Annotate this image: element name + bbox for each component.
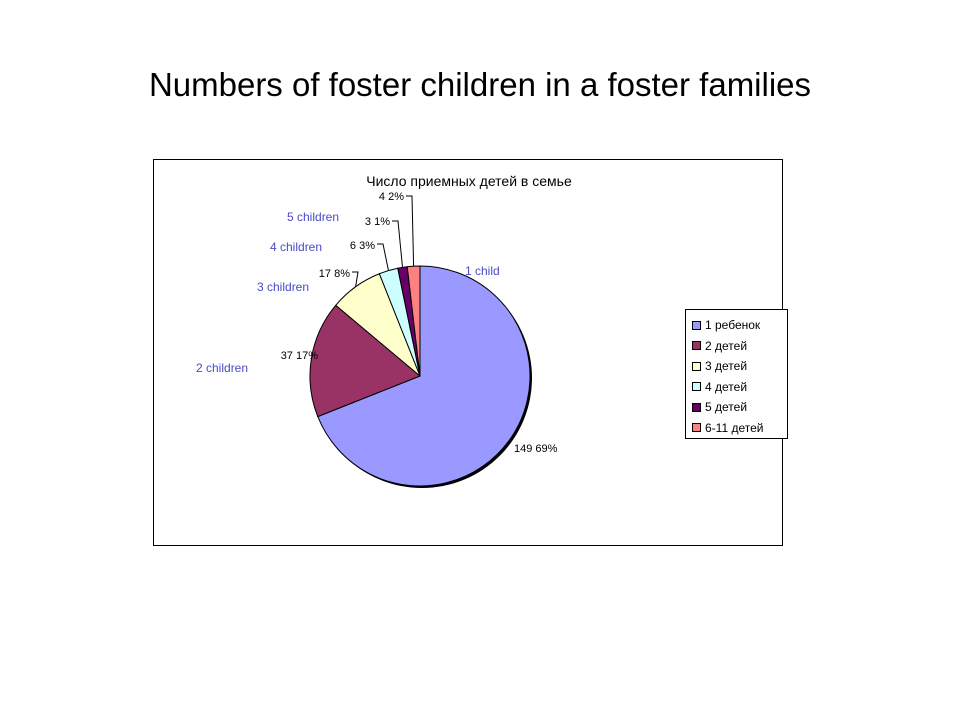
slide-title: Numbers of foster children in a foster f… [148,66,812,103]
annotation-3-children: 3 children [257,280,310,294]
legend-label: 3 детей [705,359,748,374]
annotation-2-children: 2 children [196,361,249,375]
annotation-4-children: 4 children [270,240,323,254]
pie-chart: 149 69% 37 17% 17 8% 6 3% 3 1% 4 2% [281,191,558,488]
legend-swatch [692,341,701,351]
legend-item-2: 2 детей [686,336,787,357]
legend-label: 6-11 детей [705,420,764,435]
legend-swatch [692,320,701,330]
leader-line-3 [352,271,359,287]
legend-item-5: 5 детей [686,397,787,418]
legend-swatch [692,402,701,412]
legend-label: 4 детей [705,379,748,394]
legend-swatch [692,382,701,392]
legend-item-1: 1 ребенок [686,315,787,336]
data-label-1: 149 69% [514,443,558,455]
leader-line-5 [392,220,403,268]
legend-item-6: 6-11 детей [686,418,787,439]
leader-line-6 [406,195,415,267]
legend-swatch [692,423,701,433]
annotation-1-child: 1 child [465,264,500,278]
legend-label: 1 ребенок [705,318,761,333]
legend-item-4: 4 детей [686,377,787,398]
chart-legend: 1 ребенок 2 детей 3 детей 4 детей 5 детей 6-1… [685,309,788,439]
pie-slice-1 [317,265,531,487]
legend-label: 5 детей [705,400,748,415]
legend-label: 2 детей [705,338,748,353]
data-label-6: 4 2% [379,191,404,203]
annotation-5-children: 5 children [287,210,340,224]
pie-slice-2 [309,304,421,418]
data-label-3: 17 8% [319,268,350,280]
leader-line-4 [377,243,389,271]
chart-title: Число приемных детей в семье [366,173,572,189]
legend-swatch [692,361,701,371]
chart-area: 149 69% 37 17% 17 8% 6 3% 3 1% 4 2% Число при… [153,159,788,546]
data-label-4: 6 3% [350,240,375,252]
legend-item-3: 3 детей [686,356,787,377]
data-label-2: 37 17% [281,350,319,362]
data-label-5: 3 1% [365,216,390,228]
